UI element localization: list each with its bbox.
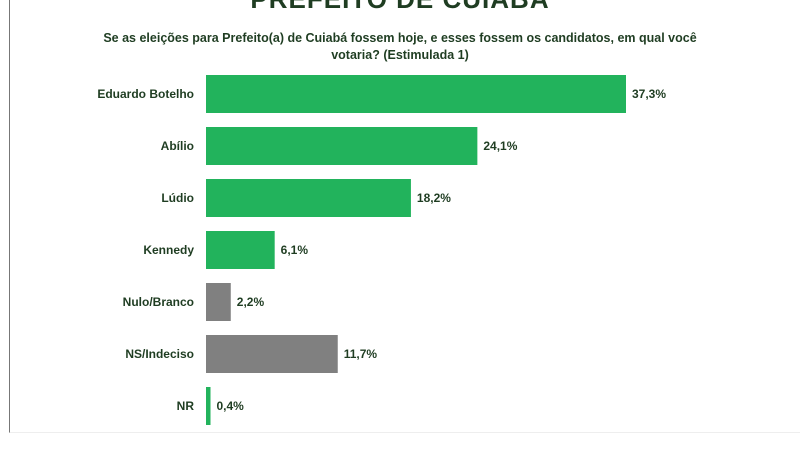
category-label: NR <box>177 399 195 413</box>
category-label: Lúdio <box>161 191 194 205</box>
data-label: 0,4% <box>217 399 245 413</box>
data-label: 24,1% <box>483 139 517 153</box>
data-label: 2,2% <box>237 295 265 309</box>
category-label: Kennedy <box>143 243 194 257</box>
category-label: Nulo/Branco <box>123 295 194 309</box>
data-label: 11,7% <box>344 347 378 361</box>
category-label: Eduardo Botelho <box>97 87 194 101</box>
category-label: NS/Indeciso <box>125 347 194 361</box>
data-label: 37,3% <box>632 87 666 101</box>
bar <box>206 75 626 113</box>
data-label: 6,1% <box>281 243 309 257</box>
bar <box>206 283 231 321</box>
bar <box>206 127 478 165</box>
bar <box>206 231 275 269</box>
chart-title: PREFEITO DE CUIABÁ <box>0 0 800 15</box>
bar <box>206 387 211 425</box>
chart-subtitle: Se as eleições para Prefeito(a) de Cuiab… <box>103 31 697 62</box>
data-label: 18,2% <box>417 191 451 205</box>
category-label: Abílio <box>161 139 194 153</box>
bar <box>206 335 338 373</box>
chart-frame <box>9 0 800 433</box>
bar <box>206 179 411 217</box>
